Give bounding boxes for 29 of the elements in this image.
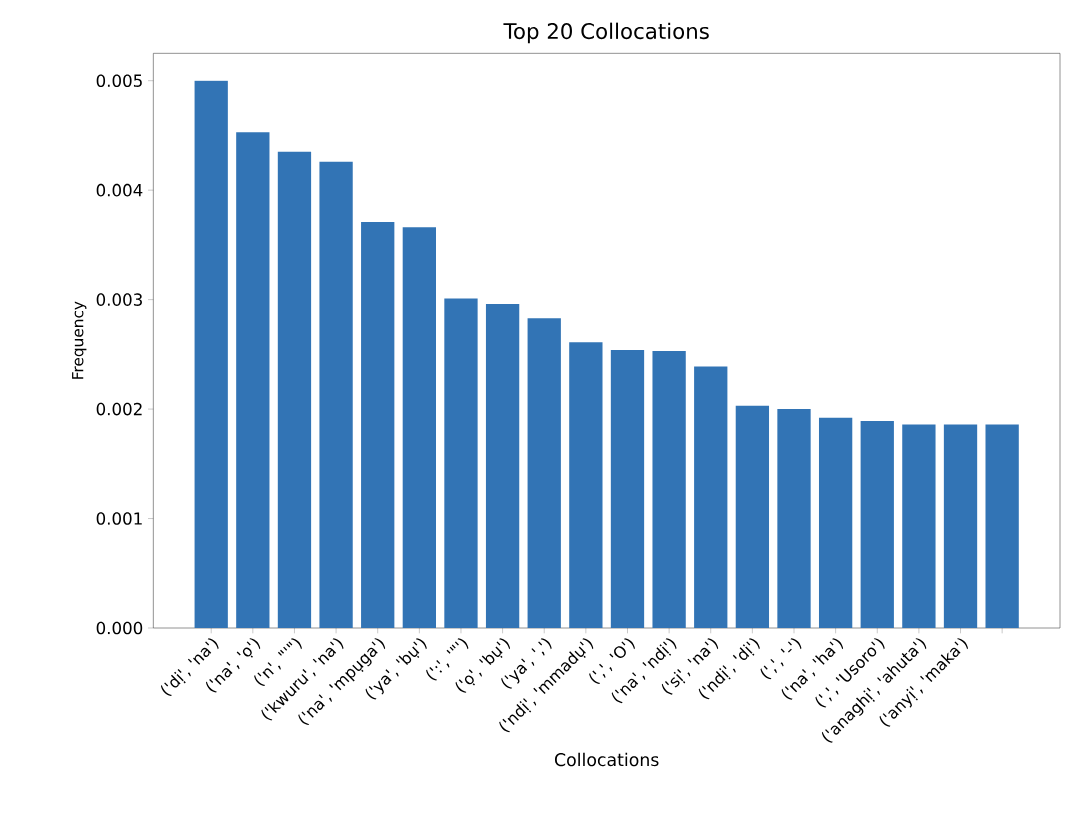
bar bbox=[610, 349, 645, 628]
bar bbox=[818, 417, 853, 628]
y-tick-label: 0.000 bbox=[96, 621, 143, 635]
bar bbox=[777, 409, 811, 628]
bar bbox=[361, 221, 395, 628]
bar bbox=[569, 342, 603, 628]
bar bbox=[485, 304, 520, 628]
bar bbox=[860, 421, 894, 628]
bar bbox=[694, 366, 728, 628]
y-tick-label: 0.001 bbox=[96, 512, 142, 525]
bar bbox=[402, 227, 436, 628]
bar bbox=[444, 298, 478, 628]
bar bbox=[236, 132, 270, 628]
y-tick-label: 0.002 bbox=[96, 402, 142, 416]
bar bbox=[985, 424, 1019, 628]
y-tick-label: 0.005 bbox=[96, 74, 142, 87]
y-axis-title: Frequency bbox=[72, 301, 87, 379]
y-tick-label: 0.004 bbox=[96, 183, 143, 197]
bar bbox=[527, 318, 561, 628]
chart-title: Top 20 Collocations bbox=[503, 22, 709, 44]
bar bbox=[194, 80, 228, 628]
bar bbox=[902, 424, 936, 628]
y-tick-label: 0.003 bbox=[96, 293, 142, 306]
bar bbox=[652, 351, 686, 628]
bar bbox=[277, 151, 312, 628]
bar bbox=[735, 405, 770, 628]
bar bbox=[943, 424, 978, 628]
bar bbox=[319, 161, 353, 628]
x-axis-title: Collocations bbox=[554, 752, 659, 767]
